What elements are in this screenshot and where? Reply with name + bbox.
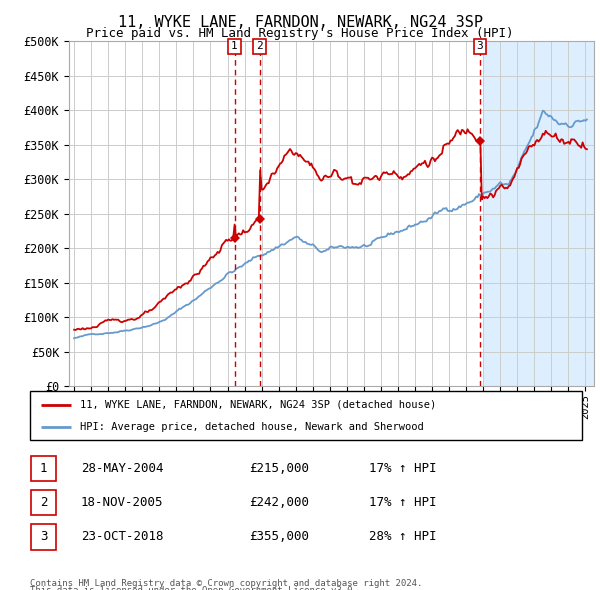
FancyBboxPatch shape (31, 455, 56, 481)
Text: 1: 1 (40, 462, 47, 475)
Text: 28-MAY-2004: 28-MAY-2004 (81, 462, 163, 475)
Text: 11, WYKE LANE, FARNDON, NEWARK, NG24 3SP: 11, WYKE LANE, FARNDON, NEWARK, NG24 3SP (118, 15, 482, 30)
Text: 3: 3 (476, 41, 484, 51)
Text: HPI: Average price, detached house, Newark and Sherwood: HPI: Average price, detached house, Newa… (80, 422, 424, 432)
Text: Contains HM Land Registry data © Crown copyright and database right 2024.: Contains HM Land Registry data © Crown c… (30, 579, 422, 588)
Text: This data is licensed under the Open Government Licence v3.0.: This data is licensed under the Open Gov… (30, 586, 358, 590)
Text: £355,000: £355,000 (249, 530, 309, 543)
Text: 1: 1 (231, 41, 238, 51)
Text: £242,000: £242,000 (249, 496, 309, 509)
Text: 11, WYKE LANE, FARNDON, NEWARK, NG24 3SP (detached house): 11, WYKE LANE, FARNDON, NEWARK, NG24 3SP… (80, 399, 436, 409)
FancyBboxPatch shape (31, 524, 56, 550)
Text: 2: 2 (40, 496, 47, 509)
FancyBboxPatch shape (30, 391, 582, 440)
Bar (483, 41, 594, 386)
Text: 18-NOV-2005: 18-NOV-2005 (81, 496, 163, 509)
Text: 17% ↑ HPI: 17% ↑ HPI (369, 496, 437, 509)
Text: £215,000: £215,000 (249, 462, 309, 475)
Text: 2: 2 (256, 41, 263, 51)
FancyBboxPatch shape (31, 490, 56, 516)
Text: 23-OCT-2018: 23-OCT-2018 (81, 530, 163, 543)
Text: Price paid vs. HM Land Registry's House Price Index (HPI): Price paid vs. HM Land Registry's House … (86, 27, 514, 40)
Text: 28% ↑ HPI: 28% ↑ HPI (369, 530, 437, 543)
Text: 3: 3 (40, 530, 47, 543)
Text: 17% ↑ HPI: 17% ↑ HPI (369, 462, 437, 475)
